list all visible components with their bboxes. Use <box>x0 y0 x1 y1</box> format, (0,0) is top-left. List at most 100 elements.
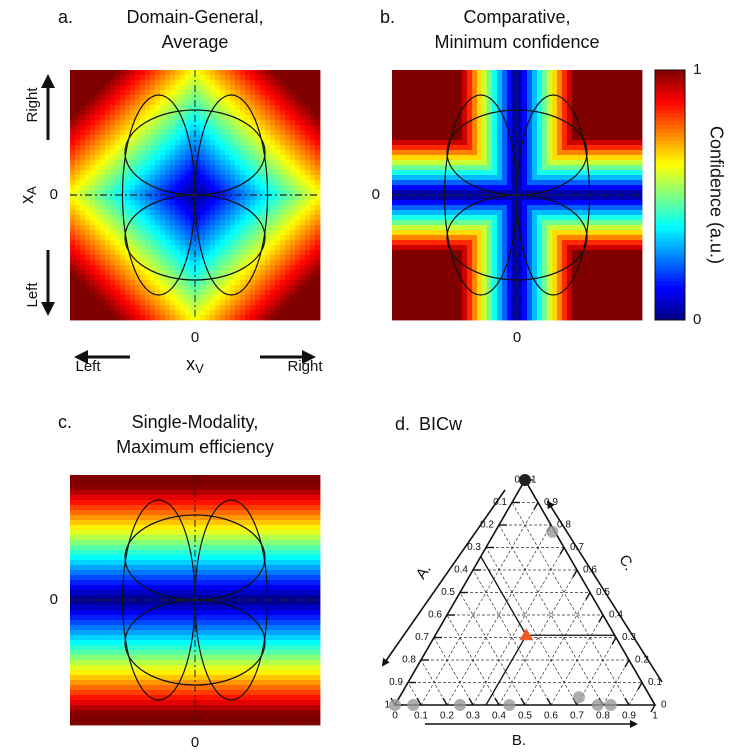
heatmap-cell <box>602 155 608 161</box>
heatmap-cell <box>572 100 578 106</box>
heatmap-cell <box>447 265 453 271</box>
heatmap-cell <box>577 110 583 116</box>
heatmap-cell <box>105 215 111 221</box>
heatmap-cell <box>472 250 478 256</box>
heatmap-cell <box>417 215 423 221</box>
heatmap-cell <box>265 80 271 86</box>
heatmap-cell <box>632 155 638 161</box>
heatmap-cell <box>305 315 311 321</box>
heatmap-cell <box>552 80 558 86</box>
heatmap-cell <box>412 225 418 231</box>
heatmap-cell <box>462 90 468 96</box>
heatmap-cell <box>577 90 583 96</box>
heatmap-cell <box>150 130 156 136</box>
heatmap-cell <box>180 230 186 236</box>
heatmap-cell <box>517 80 523 86</box>
heatmap-cell <box>250 290 256 296</box>
heatmap-cell <box>472 100 478 106</box>
heatmap-cell <box>407 105 413 111</box>
heatmap-cell <box>582 100 588 106</box>
heatmap-cell <box>80 240 86 246</box>
heatmap-cell <box>210 120 216 126</box>
heatmap-cell <box>402 240 408 246</box>
heatmap-cell <box>547 165 553 171</box>
heatmap-cell <box>392 260 398 266</box>
heatmap-cell <box>617 300 623 306</box>
heatmap-cell <box>265 280 271 286</box>
heatmap-cell <box>487 305 493 311</box>
heatmap-cell <box>105 95 111 101</box>
heatmap-cell <box>572 300 578 306</box>
heatmap-cell <box>110 250 116 256</box>
heatmap-cell <box>85 245 91 251</box>
heatmap-cell <box>477 310 483 316</box>
heatmap-cell <box>245 270 251 276</box>
heatmap-cell <box>185 255 191 261</box>
heatmap-cell <box>442 145 448 151</box>
heatmap-cell <box>270 150 276 156</box>
heatmap-cell <box>507 285 513 291</box>
heatmap-cell <box>612 190 618 196</box>
heatmap-cell <box>552 70 558 76</box>
heatmap-cell <box>190 275 196 281</box>
heatmap-cell <box>125 75 131 81</box>
heatmap-cell <box>497 240 503 246</box>
heatmap-cell <box>95 260 101 266</box>
heatmap-cell <box>100 120 106 126</box>
heatmap-cell <box>427 115 433 121</box>
heatmap-cell <box>492 195 498 201</box>
heatmap-cell <box>185 90 191 96</box>
heatmap-cell <box>155 125 161 131</box>
heatmap-cell <box>622 205 628 211</box>
heatmap-cell <box>270 75 276 81</box>
heatmap-cell <box>577 170 583 176</box>
heatmap-cell <box>160 205 166 211</box>
heatmap-cell <box>230 275 236 281</box>
heatmap-cell <box>145 230 151 236</box>
heatmap-cell <box>190 125 196 131</box>
heatmap-cell <box>512 180 518 186</box>
heatmap-cell <box>622 240 628 246</box>
heatmap-cell <box>230 155 236 161</box>
heatmap-cell <box>472 165 478 171</box>
heatmap-cell <box>195 285 201 291</box>
heatmap-cell <box>85 145 91 151</box>
heatmap-cell <box>417 235 423 241</box>
heatmap-cell <box>210 265 216 271</box>
heatmap-cell <box>427 175 433 181</box>
heatmap-cell <box>432 155 438 161</box>
heatmap-cell <box>225 270 231 276</box>
heatmap-cell <box>120 110 126 116</box>
heatmap-cell <box>497 160 503 166</box>
heatmap-cell <box>427 110 433 116</box>
heatmap-cell <box>225 205 231 211</box>
heatmap-cell <box>285 275 291 281</box>
heatmap-cell <box>542 185 548 191</box>
heatmap-cell <box>165 305 171 311</box>
heatmap-cell <box>547 70 553 76</box>
heatmap-cell <box>452 115 458 121</box>
heatmap-cell <box>170 255 176 261</box>
heatmap-cell <box>477 245 483 251</box>
heatmap-cell <box>200 95 206 101</box>
heatmap-cell <box>175 310 181 316</box>
heatmap-cell <box>472 275 478 281</box>
heatmap-cell <box>622 190 628 196</box>
heatmap-cell <box>422 300 428 306</box>
heatmap-cell <box>507 200 513 206</box>
heatmap-cell <box>235 285 241 291</box>
heatmap-cell <box>155 160 161 166</box>
heatmap-cell <box>240 240 246 246</box>
heatmap-cell <box>295 305 301 311</box>
heatmap-cell <box>160 85 166 91</box>
heatmap-cell <box>245 310 251 316</box>
heatmap-cell <box>552 305 558 311</box>
heatmap-cell <box>507 145 513 151</box>
heatmap-cell <box>552 170 558 176</box>
heatmap-cell <box>527 85 533 91</box>
heatmap-cell <box>80 295 86 301</box>
heatmap-cell <box>492 295 498 301</box>
heatmap-cell <box>632 80 638 86</box>
heatmap-cell <box>422 145 428 151</box>
heatmap-cell <box>115 285 121 291</box>
